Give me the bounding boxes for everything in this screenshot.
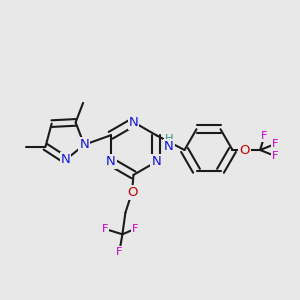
Text: N: N [129,116,138,129]
Text: N: N [152,155,161,168]
Text: F: F [272,151,278,161]
Text: N: N [164,140,174,153]
Text: N: N [61,153,70,167]
Text: F: F [261,130,268,141]
Text: F: F [272,139,278,149]
Text: N: N [79,138,89,151]
Text: H: H [165,134,173,144]
Text: O: O [127,186,137,199]
Text: F: F [132,224,138,234]
Text: N: N [106,155,116,168]
Text: F: F [102,224,108,234]
Text: F: F [116,247,123,257]
Text: O: O [239,143,250,157]
